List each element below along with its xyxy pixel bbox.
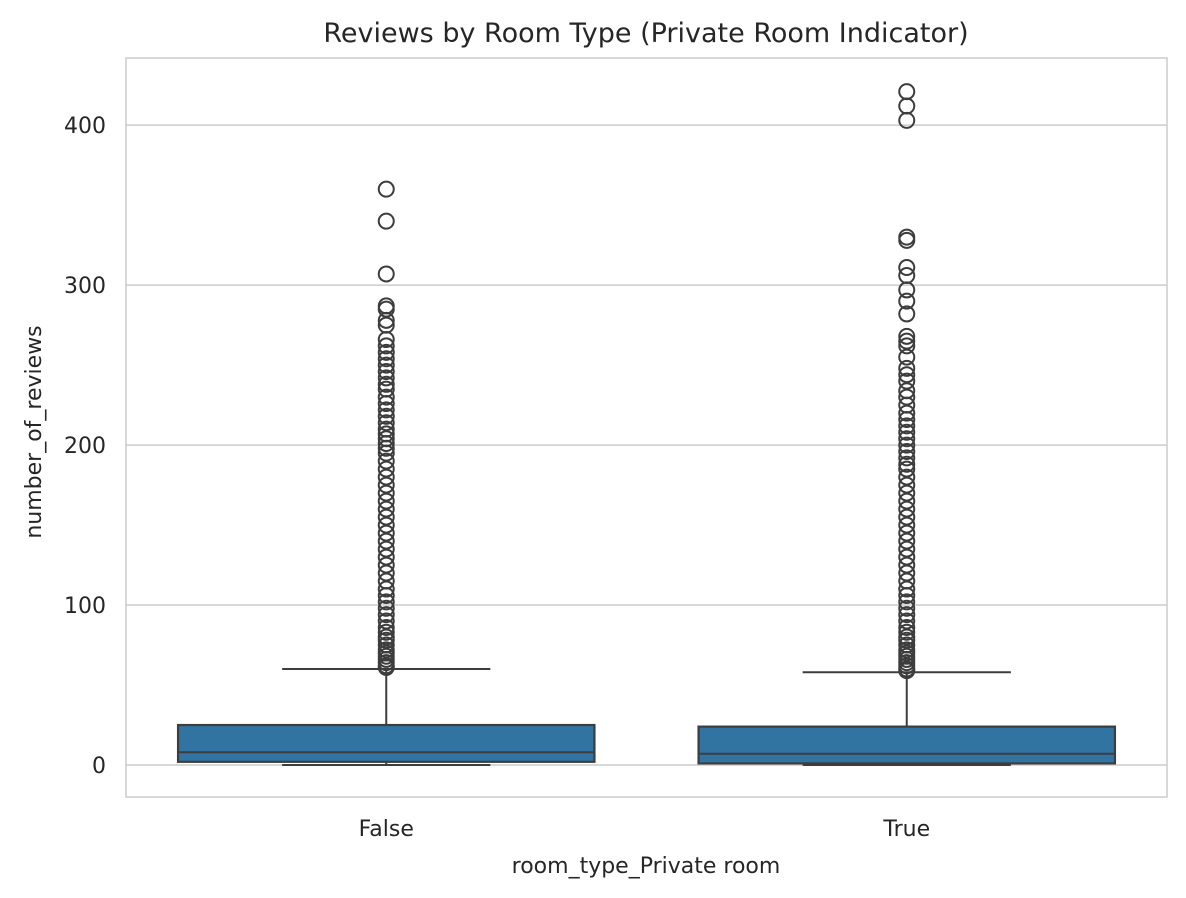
outlier-point bbox=[377, 212, 395, 230]
outlier-point bbox=[377, 380, 395, 398]
outlier-point bbox=[377, 612, 395, 630]
outlier-point bbox=[377, 401, 395, 419]
iqr-box bbox=[176, 723, 596, 763]
outlier-point bbox=[377, 636, 395, 654]
y-tick-label: 300 bbox=[64, 274, 106, 299]
outlier-point bbox=[898, 83, 916, 101]
outlier-point bbox=[898, 423, 916, 441]
x-tick-label: True bbox=[882, 817, 930, 842]
outlier-point bbox=[377, 425, 395, 443]
outlier-point bbox=[898, 359, 916, 377]
outlier-point bbox=[898, 599, 916, 617]
outlier-point bbox=[898, 327, 916, 345]
iqr-box bbox=[697, 725, 1117, 765]
outlier-point bbox=[377, 350, 395, 368]
y-tick-label: 100 bbox=[64, 594, 106, 619]
outlier-point bbox=[377, 606, 395, 624]
outlier-point bbox=[898, 618, 916, 636]
outlier-point bbox=[377, 593, 395, 611]
y-tick-label: 0 bbox=[92, 754, 106, 779]
outlier-point bbox=[898, 417, 916, 435]
outlier-point bbox=[377, 369, 395, 387]
outlier-point bbox=[898, 430, 916, 448]
outlier-point bbox=[898, 259, 916, 277]
outlier-point bbox=[898, 228, 916, 246]
outlier-point bbox=[898, 449, 916, 467]
outlier-point bbox=[377, 180, 395, 198]
y-axis-ticks: 0 100 200 300 400 bbox=[64, 114, 106, 779]
outlier-point bbox=[898, 455, 916, 473]
outlier-point bbox=[898, 267, 916, 285]
outlier-point bbox=[898, 636, 916, 654]
outlier-point bbox=[898, 623, 916, 641]
outlier-point bbox=[377, 452, 395, 470]
outlier-point bbox=[898, 442, 916, 460]
outlier-point bbox=[898, 460, 916, 478]
outlier-point bbox=[377, 641, 395, 659]
outlier-point bbox=[898, 305, 916, 323]
outlier-point bbox=[377, 420, 395, 438]
outlier-point bbox=[898, 436, 916, 454]
outlier-point bbox=[377, 297, 395, 315]
outlier-point bbox=[377, 375, 395, 393]
y-axis-label: number_of_reviews bbox=[22, 325, 47, 538]
outlier-point bbox=[377, 623, 395, 641]
outlier-point bbox=[377, 337, 395, 355]
outlier-point bbox=[898, 593, 916, 611]
outlier-point bbox=[898, 612, 916, 630]
outlier-point bbox=[377, 265, 395, 283]
outlier-point bbox=[377, 388, 395, 406]
x-axis-ticks: False True bbox=[359, 817, 930, 842]
outlier-point bbox=[377, 414, 395, 432]
outlier-point bbox=[898, 606, 916, 624]
outlier-point bbox=[898, 641, 916, 659]
x-tick-label: False bbox=[359, 817, 414, 842]
outlier-point bbox=[377, 356, 395, 374]
box-group bbox=[697, 83, 1117, 767]
outlier-point bbox=[898, 468, 916, 486]
y-tick-label: 200 bbox=[64, 434, 106, 459]
outlier-point bbox=[377, 363, 395, 381]
outlier-point bbox=[377, 599, 395, 617]
box-group bbox=[176, 180, 596, 767]
plot-frame bbox=[125, 57, 1168, 798]
outlier-point bbox=[898, 97, 916, 115]
outlier-point bbox=[898, 372, 916, 390]
x-axis-label: room_type_Private room bbox=[512, 854, 781, 879]
outlier-point bbox=[898, 332, 916, 350]
outlier-point bbox=[377, 343, 395, 361]
outlier-point bbox=[377, 618, 395, 636]
chart-title: Reviews by Room Type (Private Room Indic… bbox=[323, 18, 968, 49]
box-series bbox=[176, 83, 1117, 767]
outlier-point bbox=[377, 407, 395, 425]
y-tick-label: 400 bbox=[64, 114, 106, 139]
outlier-point bbox=[898, 337, 916, 355]
outlier-point bbox=[898, 292, 916, 310]
outlier-point bbox=[898, 366, 916, 384]
